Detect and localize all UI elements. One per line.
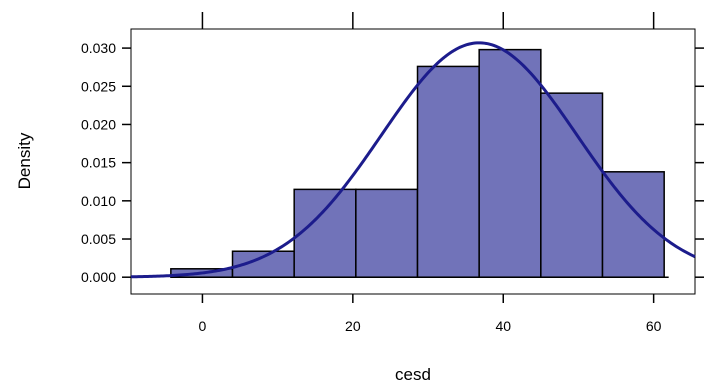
- y-tick-label: 0.000: [81, 269, 116, 285]
- density-curve: [130, 41, 696, 279]
- histogram-bar: [416, 65, 480, 278]
- histogram-bar: [601, 171, 665, 278]
- y-tick-label: 0.005: [81, 231, 116, 247]
- histogram-bar: [355, 188, 419, 278]
- y-tick-label: 0.015: [81, 155, 116, 171]
- y-tick-label: 0.030: [81, 40, 116, 56]
- histogram-bar: [540, 92, 604, 278]
- plot-frame: [130, 28, 696, 295]
- y-axis-title: Density: [15, 132, 34, 189]
- histogram-bar: [478, 48, 542, 278]
- x-axis-title: cesd: [395, 365, 431, 384]
- x-axis: 0 20 40 60: [199, 12, 662, 334]
- histogram-bar: [293, 188, 357, 278]
- x-tick-label: 20: [345, 318, 361, 334]
- y-tick-label: 0.020: [81, 116, 116, 132]
- y-axis: 0.000 0.005 0.010 0.015 0.020 0.025 0.030: [81, 40, 704, 285]
- x-tick-label: 0: [199, 318, 207, 334]
- histogram-bars: [170, 48, 665, 278]
- x-tick-label: 60: [646, 318, 662, 334]
- x-tick-label: 40: [495, 318, 511, 334]
- y-tick-label: 0.010: [81, 193, 116, 209]
- y-tick-label: 0.025: [81, 78, 116, 94]
